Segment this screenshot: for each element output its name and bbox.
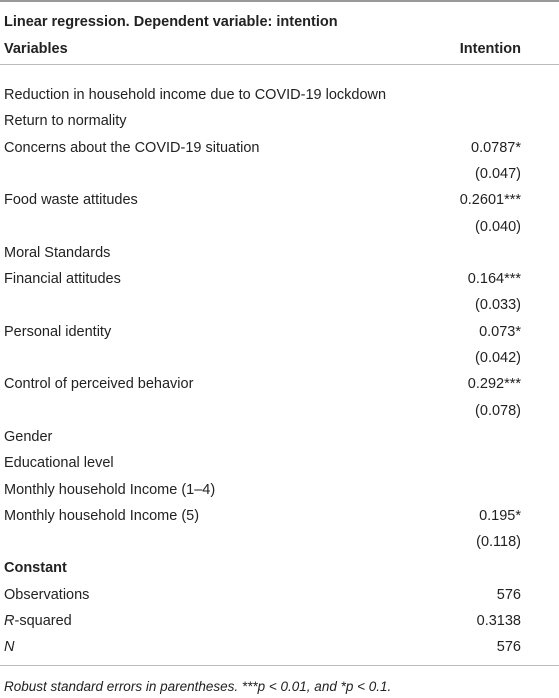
row-value: 0.3138 [476, 613, 521, 629]
row-label: Educational level [4, 455, 114, 472]
header-variables: Variables [4, 41, 68, 57]
row-label: Monthly household Income (5) [4, 507, 200, 524]
row-label: Food waste attitudes [4, 192, 138, 209]
row-value: 576 [496, 639, 521, 656]
header-rule [0, 64, 559, 65]
row-label: Personal identity [4, 323, 112, 340]
row-value: 0.0787* [471, 139, 521, 156]
row-value: 0.195* [479, 507, 521, 524]
row-label: Return to normality [4, 113, 127, 130]
row-value: (0.047) [475, 165, 521, 182]
header-intention: Intention [459, 41, 521, 57]
top-rule [0, 0, 559, 2]
row-value: (0.040) [475, 218, 521, 235]
bottom-rule [0, 665, 559, 666]
row-value: 0.164*** [467, 271, 521, 288]
row-value: (0.033) [475, 297, 521, 314]
row-label: Reduction in household income due to COV… [4, 87, 387, 103]
row-value: 576 [496, 586, 521, 603]
row-value: 0.073* [479, 323, 521, 340]
row-value: (0.118) [476, 534, 521, 551]
row-label: Gender [4, 428, 53, 445]
row-label: Moral Standards [4, 244, 111, 261]
table-title: Linear regression. Dependent variable: i… [4, 14, 338, 30]
row-label: R-squared [4, 613, 72, 629]
row-label: Financial attitudes [4, 271, 121, 288]
row-label: N [4, 639, 15, 656]
row-label: Constant [4, 560, 67, 577]
row-value: (0.078) [475, 402, 521, 419]
row-label: Control of perceived behavior [4, 376, 194, 393]
row-label: Concerns about the COVID-19 situation [4, 139, 260, 156]
row-label: Observations [4, 586, 90, 603]
row-value: 0.2601*** [459, 192, 521, 209]
footnote: Robust standard errors in parentheses. *… [4, 679, 392, 694]
row-value: 0.292*** [467, 376, 521, 393]
row-value: (0.042) [475, 350, 521, 366]
row-label: Monthly household Income (1–4) [4, 481, 216, 498]
